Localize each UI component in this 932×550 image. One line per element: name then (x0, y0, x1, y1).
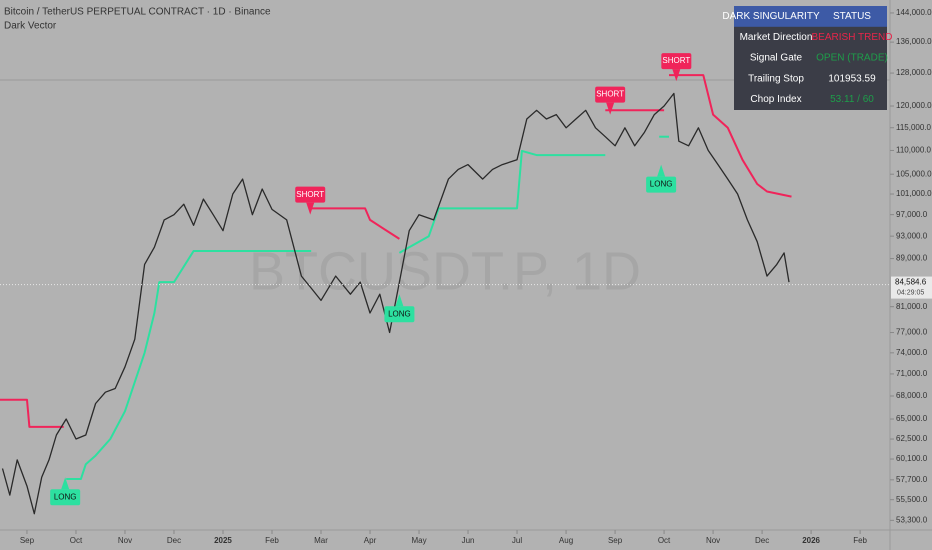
signal-pointer (672, 69, 681, 82)
trailing-stop (0, 398, 64, 428)
y-tick-label: 97,000.0 (896, 210, 928, 219)
chart-subtitle: Dark Vector (4, 21, 57, 32)
signal-pointer (395, 294, 404, 307)
signal-label: LONG (54, 492, 77, 501)
signal-box (50, 489, 81, 506)
y-tick-label: 57,700.0 (896, 475, 928, 484)
trailing-stop (398, 149, 606, 254)
trailing-stop (311, 207, 400, 240)
panel-header: DARK SINGULARITY (722, 11, 820, 22)
panel-label: Market Direction (740, 32, 813, 43)
y-tick-label: 105,000.0 (896, 169, 932, 178)
y-tick-label: 55,500.0 (896, 495, 928, 504)
panel-status: 53.11 / 60 (830, 94, 874, 105)
signal-box (661, 53, 692, 70)
signal-label: LONG (388, 309, 411, 318)
y-tick-label: 74,000.0 (896, 348, 928, 357)
x-tick-label: Feb (265, 536, 279, 545)
y-tick-label: 62,500.0 (896, 434, 928, 443)
chart-title: Bitcoin / TetherUS PERPETUAL CONTRACT · … (4, 7, 271, 18)
signal-pointer (606, 102, 615, 115)
y-tick-label: 93,000.0 (896, 231, 928, 240)
panel-status: OPEN (TRADE) (816, 53, 888, 64)
y-tick-label: 77,000.0 (896, 328, 928, 337)
signal-label: SHORT (662, 56, 690, 65)
signal-pointer (657, 164, 666, 177)
signal-label: SHORT (296, 190, 324, 199)
x-tick-label: Jun (462, 536, 475, 545)
x-tick-label: Oct (658, 536, 671, 545)
signal-label: SHORT (596, 90, 624, 99)
signal-box (295, 186, 326, 203)
x-tick-label: Apr (364, 536, 377, 545)
signal-box (595, 86, 626, 103)
x-tick-label: Sep (608, 536, 623, 545)
y-tick-label: 81,000.0 (896, 302, 928, 311)
x-tick-label: Dec (755, 536, 769, 545)
y-tick-label: 144,000.0 (896, 8, 932, 17)
x-tick-label: May (411, 536, 426, 545)
x-tick-label: Dec (167, 536, 181, 545)
signal-pointer (306, 202, 315, 215)
x-tick-label: Mar (314, 536, 328, 545)
y-tick-label: 128,000.0 (896, 68, 932, 77)
signal-box (384, 306, 415, 323)
last-price-box (891, 276, 932, 299)
panel-header: STATUS (833, 11, 871, 22)
trailing-stop (669, 74, 792, 198)
y-tick-label: 101,000.0 (896, 189, 932, 198)
panel-status: BEARISH TREND (812, 32, 893, 43)
y-tick-label: 120,000.0 (896, 101, 932, 110)
x-tick-label: Nov (118, 536, 132, 545)
x-tick-label: Jul (512, 536, 522, 545)
x-tick-label: 2026 (802, 536, 820, 545)
signal-label: LONG (650, 180, 673, 189)
y-tick-label: 65,000.0 (896, 414, 928, 423)
y-tick-label: 115,000.0 (896, 123, 932, 132)
y-tick-label: 136,000.0 (896, 37, 932, 46)
panel-status: 101953.59 (828, 73, 876, 84)
x-tick-label: 2025 (214, 536, 232, 545)
last-price-label: 84,584.6 (895, 278, 927, 287)
x-tick-label: Feb (853, 536, 867, 545)
trailing-stop (66, 250, 312, 480)
panel-header-bg (734, 6, 887, 27)
signal-pointer (61, 477, 70, 490)
y-tick-label: 60,100.0 (896, 454, 928, 463)
panel-label: Trailing Stop (748, 73, 804, 84)
panel-label: Chop Index (750, 94, 801, 105)
y-tick-label: 53,300.0 (896, 515, 928, 524)
y-tick-label: 71,000.0 (896, 369, 928, 378)
panel-label: Signal Gate (750, 53, 803, 64)
x-tick-label: Nov (706, 536, 720, 545)
x-tick-label: Sep (20, 536, 35, 545)
signal-box (646, 176, 677, 193)
x-tick-label: Oct (70, 536, 83, 545)
y-tick-label: 110,000.0 (896, 146, 932, 155)
y-tick-label: 89,000.0 (896, 254, 928, 263)
y-tick-label: 68,000.0 (896, 391, 928, 400)
countdown: 04:29:05 (897, 289, 924, 296)
x-tick-label: Aug (559, 536, 573, 545)
